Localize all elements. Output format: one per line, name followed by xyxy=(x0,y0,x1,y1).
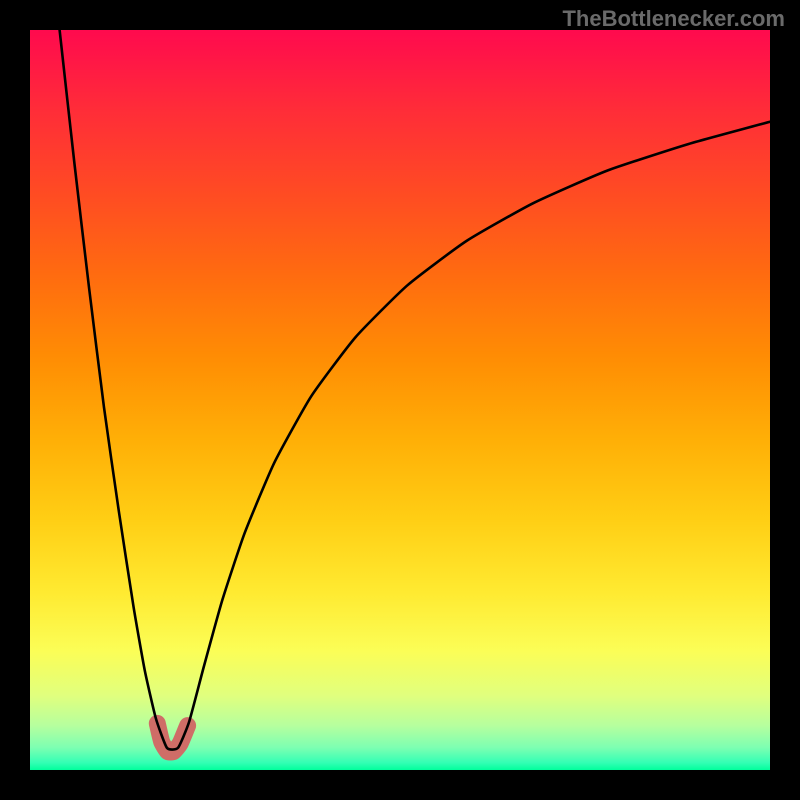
chart-gradient-background xyxy=(30,30,770,770)
watermark-label: TheBottlenecker.com xyxy=(562,6,785,31)
bottleneck-chart: TheBottlenecker.com xyxy=(0,0,800,800)
